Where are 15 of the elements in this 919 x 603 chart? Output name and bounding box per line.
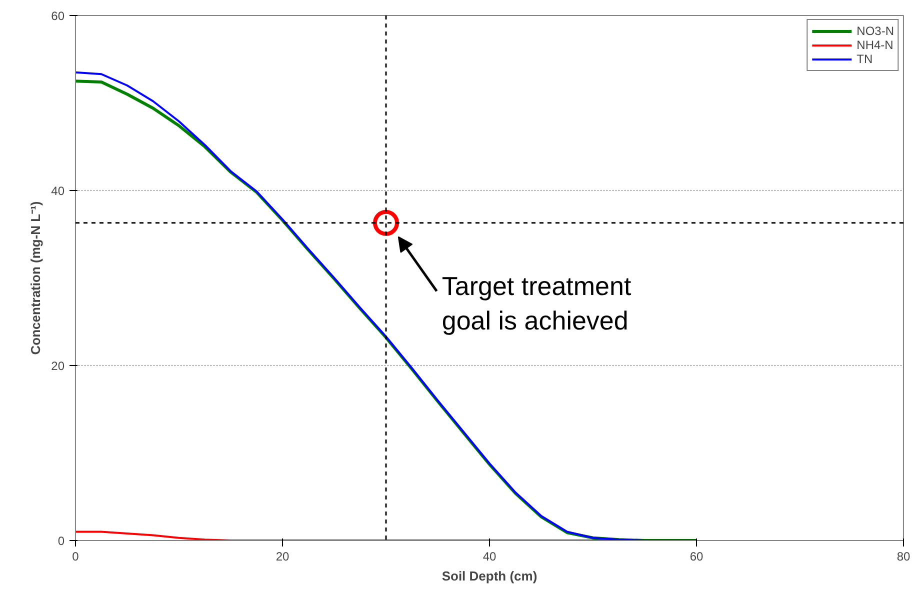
y-axis-title: Concentration (mg-N L⁻¹)	[28, 201, 44, 355]
legend-label: NO3-N	[856, 24, 894, 38]
x-tick-label: 80	[896, 550, 910, 564]
y-tick-label: 0	[58, 534, 65, 548]
legend-label: NH4-N	[856, 38, 894, 52]
x-tick-label: 60	[690, 550, 704, 564]
y-tick-label: 60	[51, 9, 65, 23]
legend-label: TN	[856, 52, 874, 66]
y-tick-label: 20	[51, 359, 65, 373]
x-tick-label: 40	[482, 550, 496, 564]
x-tick-label: 20	[276, 550, 290, 564]
annotation: Target treatment goal is achieved	[442, 271, 632, 336]
x-tick-label: 0	[72, 550, 80, 564]
x-axis-title: Soil Depth (cm)	[442, 568, 538, 584]
y-tick-label: 40	[51, 184, 65, 198]
